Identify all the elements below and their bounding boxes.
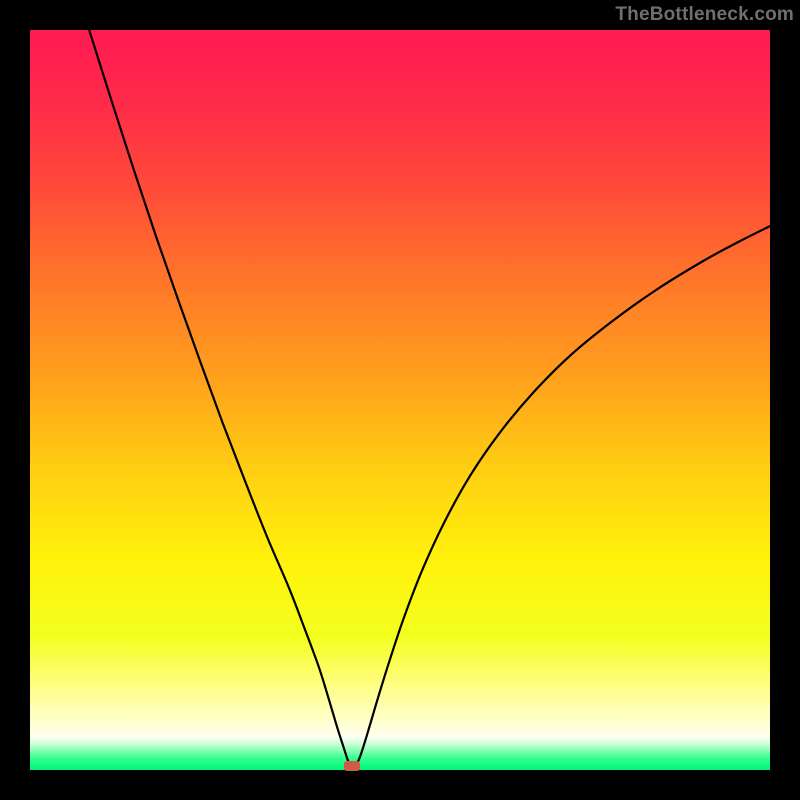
watermark-text: TheBottleneck.com [615,4,794,26]
chart-frame: TheBottleneck.com [0,0,800,800]
optimal-point-marker [344,761,360,771]
bottleneck-curve [30,30,770,770]
plot-area [30,30,770,770]
